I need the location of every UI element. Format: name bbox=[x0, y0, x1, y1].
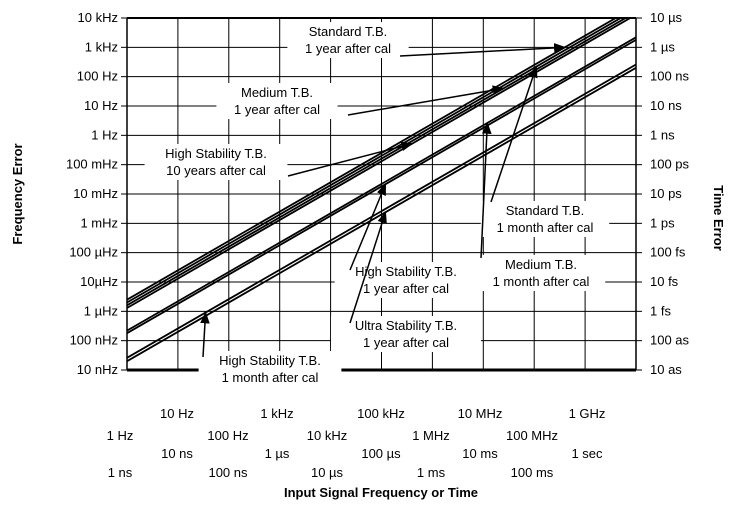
y-tick-label-right: 100 ns bbox=[650, 69, 690, 84]
annotation-label-line: 1 year after cal bbox=[234, 102, 320, 117]
x-tick-label-time: 1 sec bbox=[571, 446, 603, 461]
series-line bbox=[127, 18, 633, 309]
y-tick-label-left: 1 kHz bbox=[85, 39, 118, 54]
x-tick-label-frequency: 100 MHz bbox=[506, 428, 558, 443]
y-tick-label-left: 100 nHz bbox=[70, 333, 118, 348]
y-tick-label-right: 1 µs bbox=[650, 39, 675, 54]
y-tick-label-left: 10µHz bbox=[80, 274, 118, 289]
annotation-arrow bbox=[399, 43, 567, 57]
y-tick-label-right: 10 as bbox=[650, 362, 682, 377]
y-tick-label-left: 100 Hz bbox=[77, 69, 118, 84]
annotation-label-bg bbox=[216, 83, 338, 119]
x-tick-label-time: 10 ns bbox=[161, 446, 193, 461]
annotation-arrow bbox=[349, 211, 387, 324]
annotation-label-bg bbox=[287, 22, 409, 58]
y-tick-label-right: 1 ps bbox=[650, 215, 675, 230]
x-tick-label-frequency: 1 GHz bbox=[569, 406, 606, 421]
x-tick-label-frequency: 1 Hz bbox=[107, 428, 134, 443]
annotation-label-bg bbox=[198, 351, 342, 387]
y-tick-label-right: 10 µs bbox=[650, 10, 683, 25]
y-tick-label-right: 10 ns bbox=[650, 98, 682, 113]
annotation-label-line: High Stability T.B. bbox=[355, 264, 457, 279]
annotation-label-line: High Stability T.B. bbox=[219, 353, 321, 368]
annotation-label-bg bbox=[334, 262, 478, 298]
y-tick-label-left: 100 µHz bbox=[69, 245, 118, 260]
annotation-label-bg bbox=[144, 144, 288, 180]
x-tick-label-frequency: 100 Hz bbox=[207, 428, 248, 443]
annotation-label-line: 10 years after cal bbox=[166, 163, 266, 178]
y-tick-label-left: 1 mHz bbox=[80, 215, 118, 230]
annotation-arrow bbox=[480, 121, 492, 259]
x-tick-label-frequency: 10 kHz bbox=[307, 428, 347, 443]
x-tick-label-time: 100 ns bbox=[208, 465, 248, 480]
y-tick-label-left: 10 kHz bbox=[78, 10, 118, 25]
y-tick-label-left: 10 nHz bbox=[77, 362, 118, 377]
annotation-label-line: Ultra Stability T.B. bbox=[355, 318, 457, 333]
annotation-arrow bbox=[200, 311, 210, 358]
annotation-arrow bbox=[349, 183, 387, 271]
x-tick-label-time: 100 µs bbox=[361, 446, 401, 461]
y-axis-title-right: Time Error bbox=[711, 185, 726, 251]
y-tick-label-right: 100 as bbox=[650, 333, 690, 348]
x-tick-label-frequency: 100 kHz bbox=[357, 406, 405, 421]
annotation-label-line: High Stability T.B. bbox=[165, 146, 267, 161]
y-tick-label-left: 10 Hz bbox=[84, 98, 118, 113]
annotation-label-line: 1 year after cal bbox=[363, 281, 449, 296]
annotation-arrow bbox=[490, 65, 538, 203]
y-tick-label-right: 1 fs bbox=[650, 303, 671, 318]
annotation-label-line: 1 month after cal bbox=[497, 220, 594, 235]
y-tick-label-left: 10 mHz bbox=[73, 186, 118, 201]
y-tick-label-left: 100 mHz bbox=[66, 157, 118, 172]
series-line bbox=[127, 18, 618, 301]
x-tick-label-time: 10 µs bbox=[311, 465, 344, 480]
annotation-label-line: Medium T.B. bbox=[241, 85, 313, 100]
series-line bbox=[127, 18, 628, 307]
y-tick-label-left: 1 µHz bbox=[84, 303, 118, 318]
x-tick-label-time: 10 ms bbox=[462, 446, 498, 461]
x-tick-label-time: 1 µs bbox=[265, 446, 290, 461]
annotation-arrow bbox=[347, 85, 505, 116]
annotation-label-bg bbox=[331, 316, 481, 352]
annotations: Standard T.B. 1 year after cal Medium T.B.… bbox=[144, 22, 610, 387]
x-tick-label-time: 1 ms bbox=[417, 465, 446, 480]
annotation-label-line: 1 year after cal bbox=[363, 335, 449, 350]
annotation-arrow bbox=[287, 141, 414, 177]
x-tick-label-frequency: 1 MHz bbox=[412, 428, 450, 443]
annotation-label-line: 1 month after cal bbox=[222, 370, 319, 385]
y-tick-label-right: 10 fs bbox=[650, 274, 679, 289]
annotation-label-bg bbox=[480, 201, 610, 237]
annotation-label-line: Standard T.B. bbox=[506, 203, 585, 218]
annotation-label-line: Standard T.B. bbox=[309, 24, 388, 39]
annotation-label-line: Medium T.B. bbox=[505, 257, 577, 272]
x-tick-label-time: 1 ns bbox=[108, 465, 133, 480]
x-tick-label-time: 100 ms bbox=[511, 465, 554, 480]
y-tick-label-right: 100 ps bbox=[650, 157, 690, 172]
series-line bbox=[127, 18, 623, 304]
y-tick-label-right: 1 ns bbox=[650, 127, 675, 142]
y-tick-label-left: 1 Hz bbox=[91, 127, 118, 142]
annotation-label-bg bbox=[476, 255, 606, 291]
x-tick-label-frequency: 1 kHz bbox=[260, 406, 293, 421]
x-tick-label-frequency: 10 MHz bbox=[458, 406, 503, 421]
y-axis-title-left: Frequency Error bbox=[10, 143, 25, 244]
x-tick-label-frequency: 10 Hz bbox=[160, 406, 194, 421]
y-tick-label-right: 10 ps bbox=[650, 186, 682, 201]
y-tick-label-right: 100 fs bbox=[650, 245, 686, 260]
annotation-label-line: 1 month after cal bbox=[493, 274, 590, 289]
x-axis-title: Input Signal Frequency or Time bbox=[284, 485, 478, 500]
annotation-label-line: 1 year after cal bbox=[305, 41, 391, 56]
